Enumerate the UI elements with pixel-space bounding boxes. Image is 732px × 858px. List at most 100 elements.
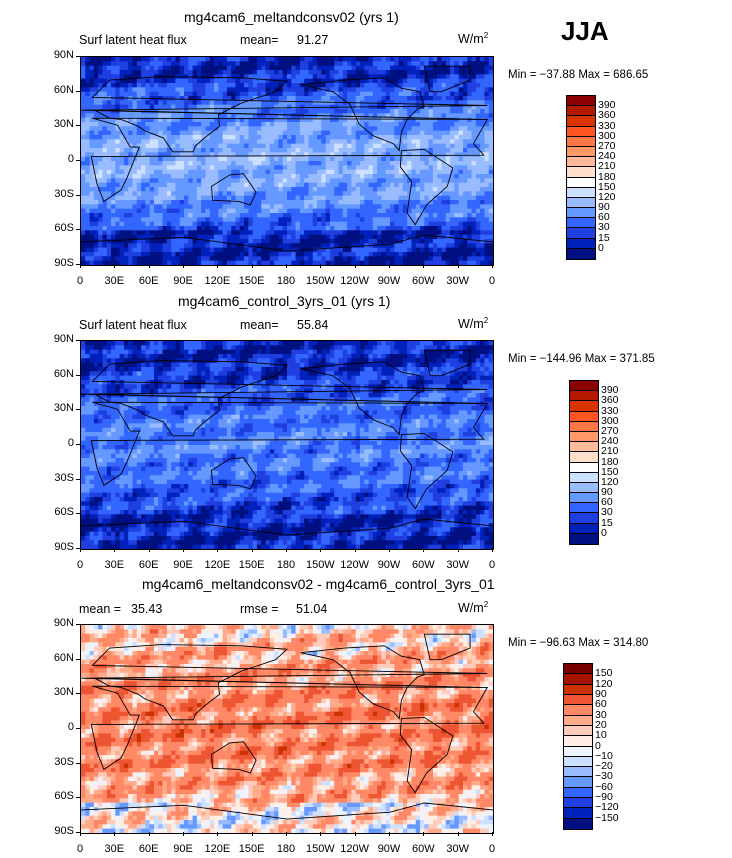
x-tick-mark bbox=[148, 832, 150, 836]
colorbar-swatch bbox=[570, 533, 598, 544]
x-tick-mark bbox=[389, 264, 390, 268]
colorbar-swatch bbox=[570, 523, 598, 534]
x-tick-label: 60W bbox=[412, 559, 435, 571]
x-tick-mark bbox=[354, 548, 356, 552]
colorbar-label: 300 bbox=[598, 129, 616, 142]
colorbar-label: 90 bbox=[595, 687, 607, 700]
panel-title: mg4cam6_meltandconsv02 - mg4cam6_control… bbox=[142, 576, 495, 592]
colorbar-swatch bbox=[567, 96, 595, 107]
x-tick-label: 0 bbox=[76, 843, 84, 855]
colorbar-label: 10 bbox=[595, 729, 607, 742]
colorbar-swatch bbox=[564, 684, 592, 695]
x-tick-label: 180 bbox=[276, 275, 296, 287]
coastline bbox=[399, 432, 454, 510]
x-tick-mark bbox=[286, 832, 287, 836]
colorbar-label: 15 bbox=[601, 516, 613, 529]
colorbar-label: 150 bbox=[598, 180, 616, 193]
colorbar-swatch bbox=[567, 126, 595, 137]
colorbar-label: 90 bbox=[601, 486, 613, 499]
colorbar bbox=[569, 380, 599, 545]
colorbar-label: 150 bbox=[595, 667, 613, 680]
colorbar-swatch bbox=[564, 705, 592, 716]
x-tick-label: 150E bbox=[238, 559, 265, 571]
colorbar-label: 330 bbox=[598, 119, 616, 132]
y-tick-mark bbox=[76, 513, 80, 515]
coastline bbox=[90, 685, 489, 771]
panel-title: mg4cam6_control_3yrs_01 (yrs 1) bbox=[178, 293, 391, 309]
y-tick-mark bbox=[76, 624, 80, 625]
y-tick-label: 60S bbox=[54, 222, 74, 235]
colorbar-label: 240 bbox=[601, 435, 619, 448]
colorbar-swatch bbox=[570, 472, 598, 483]
x-tick-label: 30W bbox=[446, 843, 469, 855]
y-tick-mark bbox=[76, 229, 80, 231]
colorbar-swatch bbox=[570, 513, 598, 524]
x-tick-mark bbox=[251, 264, 253, 268]
colorbar-swatch bbox=[564, 674, 592, 685]
x-tick-mark bbox=[80, 832, 81, 836]
x-tick-mark bbox=[114, 548, 116, 552]
colorbar-label: −20 bbox=[595, 760, 613, 773]
mean-value: 55.84 bbox=[297, 318, 329, 332]
x-tick-label: 150W bbox=[305, 275, 335, 287]
x-tick-label: 60E bbox=[138, 559, 159, 571]
field-cells bbox=[81, 341, 493, 549]
x-tick-mark bbox=[80, 264, 81, 268]
x-tick-label: 30W bbox=[446, 275, 469, 287]
x-tick-label: 120E bbox=[204, 275, 231, 287]
x-tick-label: 120W bbox=[340, 559, 370, 571]
x-tick-label: 60W bbox=[412, 275, 435, 287]
x-tick-mark bbox=[320, 264, 322, 268]
colorbar-swatch bbox=[567, 197, 595, 209]
y-tick-label: 60N bbox=[53, 651, 74, 664]
mean-label: mean= bbox=[240, 318, 279, 332]
x-tick-mark bbox=[492, 548, 493, 552]
y-tick-mark bbox=[76, 728, 80, 729]
y-tick-mark bbox=[76, 125, 80, 127]
y-tick-label: 0 bbox=[67, 721, 74, 733]
x-tick-mark bbox=[114, 832, 116, 836]
y-tick-label: 90S bbox=[54, 541, 74, 553]
x-tick-label: 180 bbox=[276, 843, 296, 855]
x-tick-mark bbox=[320, 832, 322, 836]
y-tick-mark bbox=[76, 478, 80, 480]
x-tick-mark bbox=[148, 264, 150, 268]
units-text: W/m bbox=[458, 317, 484, 332]
colorbar-label: −90 bbox=[595, 791, 613, 804]
coastline bbox=[300, 361, 425, 436]
mean-value: 35.43 bbox=[131, 602, 163, 616]
x-tick-label: 180 bbox=[276, 559, 296, 571]
colorbar-swatch bbox=[564, 725, 592, 737]
x-tick-label: 0 bbox=[488, 843, 496, 855]
coastline bbox=[90, 117, 489, 203]
colorbar-label: 210 bbox=[601, 445, 619, 458]
colorbar-label: 180 bbox=[598, 170, 616, 183]
y-tick-label: 60N bbox=[53, 83, 74, 96]
x-tick-mark bbox=[423, 264, 425, 268]
coastline bbox=[399, 148, 454, 226]
colorbar-swatch bbox=[570, 482, 598, 494]
y-tick-label: 60S bbox=[54, 506, 74, 519]
coastline bbox=[399, 716, 454, 794]
y-tick-label: 60N bbox=[53, 367, 74, 380]
x-tick-mark bbox=[457, 548, 459, 552]
units-exponent: 2 bbox=[483, 31, 489, 40]
coastline bbox=[81, 802, 493, 820]
x-tick-mark bbox=[114, 264, 116, 268]
x-tick-label: 150W bbox=[305, 559, 335, 571]
coastline bbox=[81, 518, 493, 536]
x-tick-mark bbox=[492, 264, 493, 268]
colorbar-label: 120 bbox=[601, 475, 619, 488]
x-tick-mark bbox=[389, 832, 390, 836]
mean-label: mean= bbox=[240, 33, 279, 47]
coastline bbox=[211, 741, 257, 774]
colorbar-swatch bbox=[564, 818, 592, 829]
y-tick-label: 30N bbox=[53, 686, 74, 699]
x-tick-label: 90W bbox=[377, 843, 401, 855]
colorbar bbox=[563, 663, 593, 830]
x-tick-label: 150E bbox=[238, 843, 265, 855]
colorbar-label: 180 bbox=[601, 455, 619, 468]
y-tick-label: 30N bbox=[53, 118, 74, 131]
colorbar-swatch bbox=[564, 664, 592, 675]
units-text: W/m bbox=[458, 601, 484, 616]
